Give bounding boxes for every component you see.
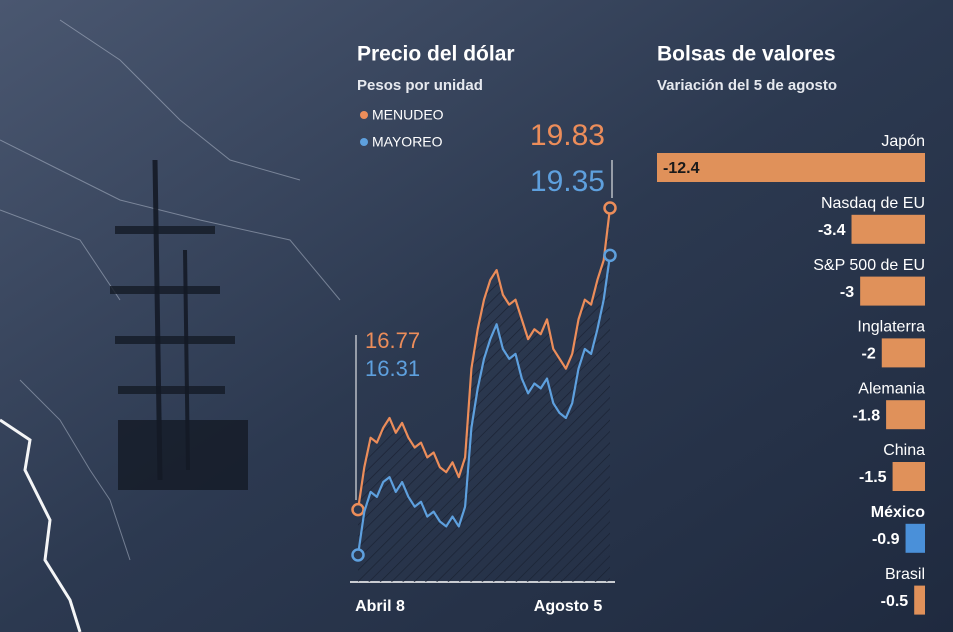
x-tick-label: Abril 8 <box>355 598 405 615</box>
category-label: Inglaterra <box>857 319 925 336</box>
category-label: Japón <box>881 133 925 150</box>
legend-label: MENUDEO <box>372 107 444 123</box>
category-label: S&P 500 de EU <box>813 257 925 274</box>
value-label: -1.5 <box>859 469 887 486</box>
legend-swatch <box>360 111 368 119</box>
bar <box>851 214 925 244</box>
end-marker <box>351 502 365 517</box>
bar <box>905 523 925 553</box>
bar <box>657 153 925 182</box>
bar <box>914 585 925 615</box>
bar <box>892 462 925 491</box>
value-label: -12.4 <box>663 160 700 177</box>
end-value-label: 19.35 <box>530 165 605 198</box>
category-label: Alemania <box>858 380 925 397</box>
value-label: -3 <box>840 284 854 301</box>
legend-swatch <box>360 138 368 146</box>
line-series <box>356 207 612 510</box>
legend-label: MAYOREO <box>372 134 443 150</box>
category-label: China <box>883 442 925 459</box>
value-label: -2 <box>862 346 876 363</box>
bar <box>881 338 925 368</box>
end-marker <box>351 548 365 562</box>
value-label: -3.4 <box>818 222 846 239</box>
line-series <box>356 255 612 556</box>
line-title: Precio del dólar <box>357 43 515 66</box>
bar-title: Bolsas de valores <box>657 43 836 66</box>
bar <box>860 276 925 306</box>
value-label: -0.9 <box>872 531 900 548</box>
category-label: Brasil <box>885 566 925 583</box>
bar-subtitle: Variación del 5 de agosto <box>657 77 837 94</box>
category-label: México <box>871 504 925 521</box>
start-value-label: 16.31 <box>365 356 420 381</box>
line-subtitle: Pesos por unidad <box>357 77 483 94</box>
area-hatch <box>358 208 610 582</box>
x-tick-label: Agosto 5 <box>534 598 603 615</box>
category-label: Nasdaq de EU <box>821 195 925 212</box>
value-label: -1.8 <box>853 407 881 424</box>
storm-illustration <box>0 19 341 632</box>
end-marker <box>603 201 617 215</box>
start-value-label: 16.77 <box>365 328 420 353</box>
end-value-label: 19.83 <box>530 119 605 152</box>
end-marker <box>603 248 617 263</box>
bar <box>886 400 925 430</box>
value-label: -0.5 <box>881 593 909 610</box>
